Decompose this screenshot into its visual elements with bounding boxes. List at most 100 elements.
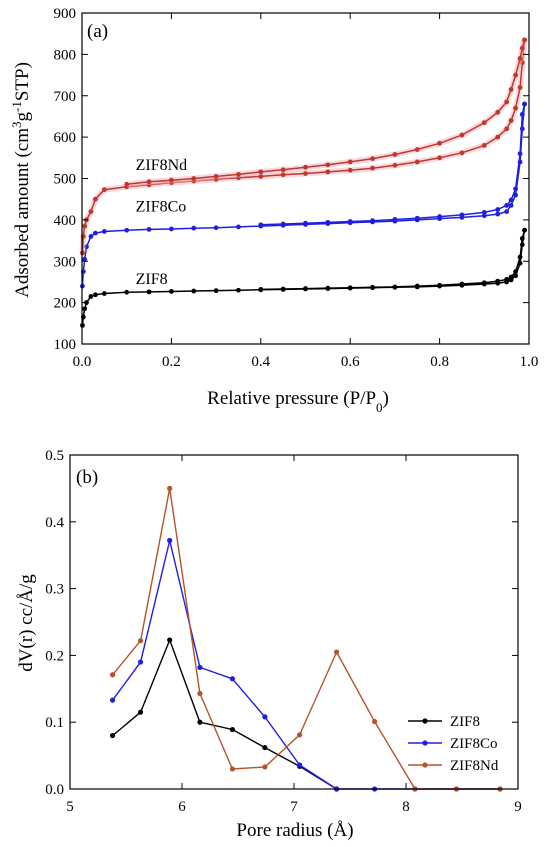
panel-a-y-tick-label: 600	[54, 130, 77, 146]
panel-b-data-point	[197, 690, 203, 697]
panel-a-data-point	[414, 159, 420, 165]
panel-a-desorption-line	[126, 39, 526, 186]
panel-a-series-zif8co	[80, 101, 527, 289]
panel-b-x-tick-label: 8	[402, 799, 410, 815]
panel-a-data-point	[392, 217, 398, 222]
panel-a-data-point	[124, 181, 130, 187]
panel-b-y-tick-label: 0.2	[45, 648, 64, 664]
panel-a-data-point	[504, 209, 510, 215]
panel-b-x-ticks: 5 6 7 8 9	[66, 455, 522, 815]
panel-b-y-tick-label: 0.0	[45, 782, 64, 798]
panel-b-x-tick-label: 6	[178, 799, 186, 815]
panel-a-data-point	[437, 214, 442, 219]
panel-a-data-point	[504, 99, 510, 105]
panel-b-x-tick-label: 7	[290, 799, 298, 815]
panel-b-series-line	[112, 639, 337, 790]
panel-a-data-point	[495, 109, 501, 115]
panel-a-data-point	[347, 159, 353, 165]
panel-a-data-point	[93, 292, 98, 298]
panel-b-data-point	[297, 732, 303, 738]
panel-b-x-tick-label: 5	[66, 799, 74, 815]
panel-a-data-point	[236, 171, 241, 177]
panel-a-data-point	[504, 126, 510, 132]
panel-a-data-point	[495, 278, 501, 284]
panel-a-data-point	[347, 167, 353, 173]
panel-a-data-point	[325, 219, 331, 225]
panel-a-data-point	[414, 283, 420, 289]
panel-a-y-tick-label: 100	[54, 337, 77, 353]
panel-a-x-tick-label: 0.2	[162, 354, 181, 370]
panel-a-y-tick-label: 800	[54, 47, 77, 63]
panel-a-data-point	[517, 56, 523, 61]
panel-a-data-point	[414, 215, 420, 221]
panel-a-adsorption-line	[81, 103, 526, 287]
panel-a-x-tick-label: 0.8	[430, 354, 449, 370]
panel-a-x-tick-label: 0.0	[73, 354, 92, 370]
panel-a-series-zif8nd	[79, 37, 528, 256]
panel-a-data-point	[522, 101, 527, 107]
panel-a-plot-frame	[81, 12, 530, 345]
panel-a-data-point	[437, 140, 442, 146]
panel-a-data-point	[513, 273, 518, 279]
panel-b-data-point	[297, 762, 303, 768]
panel-a-data-point	[325, 285, 331, 291]
panel-a-series-zif8	[80, 227, 527, 328]
legend-swatch-marker	[422, 740, 428, 746]
panel-a-data-point	[513, 105, 518, 111]
panel-b-data-point	[137, 659, 144, 665]
panel-b-series-line	[112, 539, 501, 790]
panel-b-data-point	[109, 672, 116, 678]
panel-a-x-tick-label: 1.0	[520, 354, 539, 370]
panel-b-legend: ZIF8 ZIF8Co ZIF8Nd	[408, 714, 499, 774]
panel-b-y-axis-title: dV(r) cc/Å/g	[16, 574, 37, 672]
panel-a-data-point	[280, 286, 286, 292]
panel-a-data-point	[88, 294, 94, 299]
panel-b-data-point	[372, 718, 378, 725]
panel-b-y-tick-label: 0.5	[45, 448, 64, 464]
panel-a-data-point	[347, 285, 353, 291]
legend-label: ZIF8	[450, 714, 480, 730]
panel-b-x-tick-label: 9	[514, 799, 522, 815]
panel-a-data-point	[459, 281, 465, 287]
panel-a-annotation-zif8: ZIF8	[136, 271, 168, 288]
panel-b-data-point	[229, 766, 235, 772]
panel-a-desorption-line	[260, 230, 526, 291]
panel-b-y-tick-label: 0.4	[45, 515, 64, 531]
panel-a-data-point	[213, 225, 219, 231]
legend-swatch-marker	[422, 718, 428, 724]
panel-a-y-tick-label: 900	[54, 6, 77, 22]
panel-a-data-point	[481, 210, 487, 215]
panel-b-pore-distribution-chart: 5 6 7 8 9 0.0 0.1 0.2 0.3 0.4 0.5 (b) Pore radius…	[16, 448, 522, 841]
panel-a-y-ticks: 100 200 300 400 500 600 700 800 900	[54, 6, 529, 353]
panel-a-data-point	[459, 132, 465, 138]
panel-a-series-layer	[79, 37, 528, 328]
panel-a-data-point	[325, 169, 331, 175]
panel-a-data-point	[213, 288, 219, 294]
panel-a-data-point	[495, 207, 501, 212]
panel-a-data-point	[236, 287, 241, 293]
panel-a-data-point	[347, 219, 353, 224]
panel-a-data-point	[517, 85, 523, 90]
panel-a-annotation-zif8nd: ZIF8Nd	[136, 157, 188, 174]
panel-a-desorption-line	[260, 103, 526, 226]
panel-a-y-axis-title: Adsorbed amount (cm3g-1STP)	[9, 62, 34, 298]
panel-b-y-ticks: 0.0 0.1 0.2 0.3 0.4 0.5	[45, 448, 518, 798]
panel-a-data-point	[481, 120, 487, 126]
panel-a-data-point	[495, 211, 501, 217]
panel-a-data-point	[88, 209, 94, 215]
panel-a-data-point	[303, 171, 308, 176]
panel-a-data-point	[495, 134, 501, 140]
panel-b-data-point	[109, 697, 116, 703]
panel-b-data-point	[109, 732, 116, 739]
panel-a-data-point	[504, 202, 510, 208]
panel-b-y-tick-label: 0.1	[45, 715, 64, 731]
panel-b-data-point	[262, 744, 268, 751]
panel-b-x-axis-title: Pore radius (Å)	[236, 820, 353, 841]
panel-a-annotation-zif8co: ZIF8Co	[136, 199, 187, 216]
panel-a-data-point	[519, 111, 525, 117]
panel-a-data-point	[392, 284, 398, 290]
panel-a-data-point	[303, 286, 308, 291]
panel-a-data-point	[191, 225, 197, 231]
panel-a-data-point	[459, 150, 465, 156]
